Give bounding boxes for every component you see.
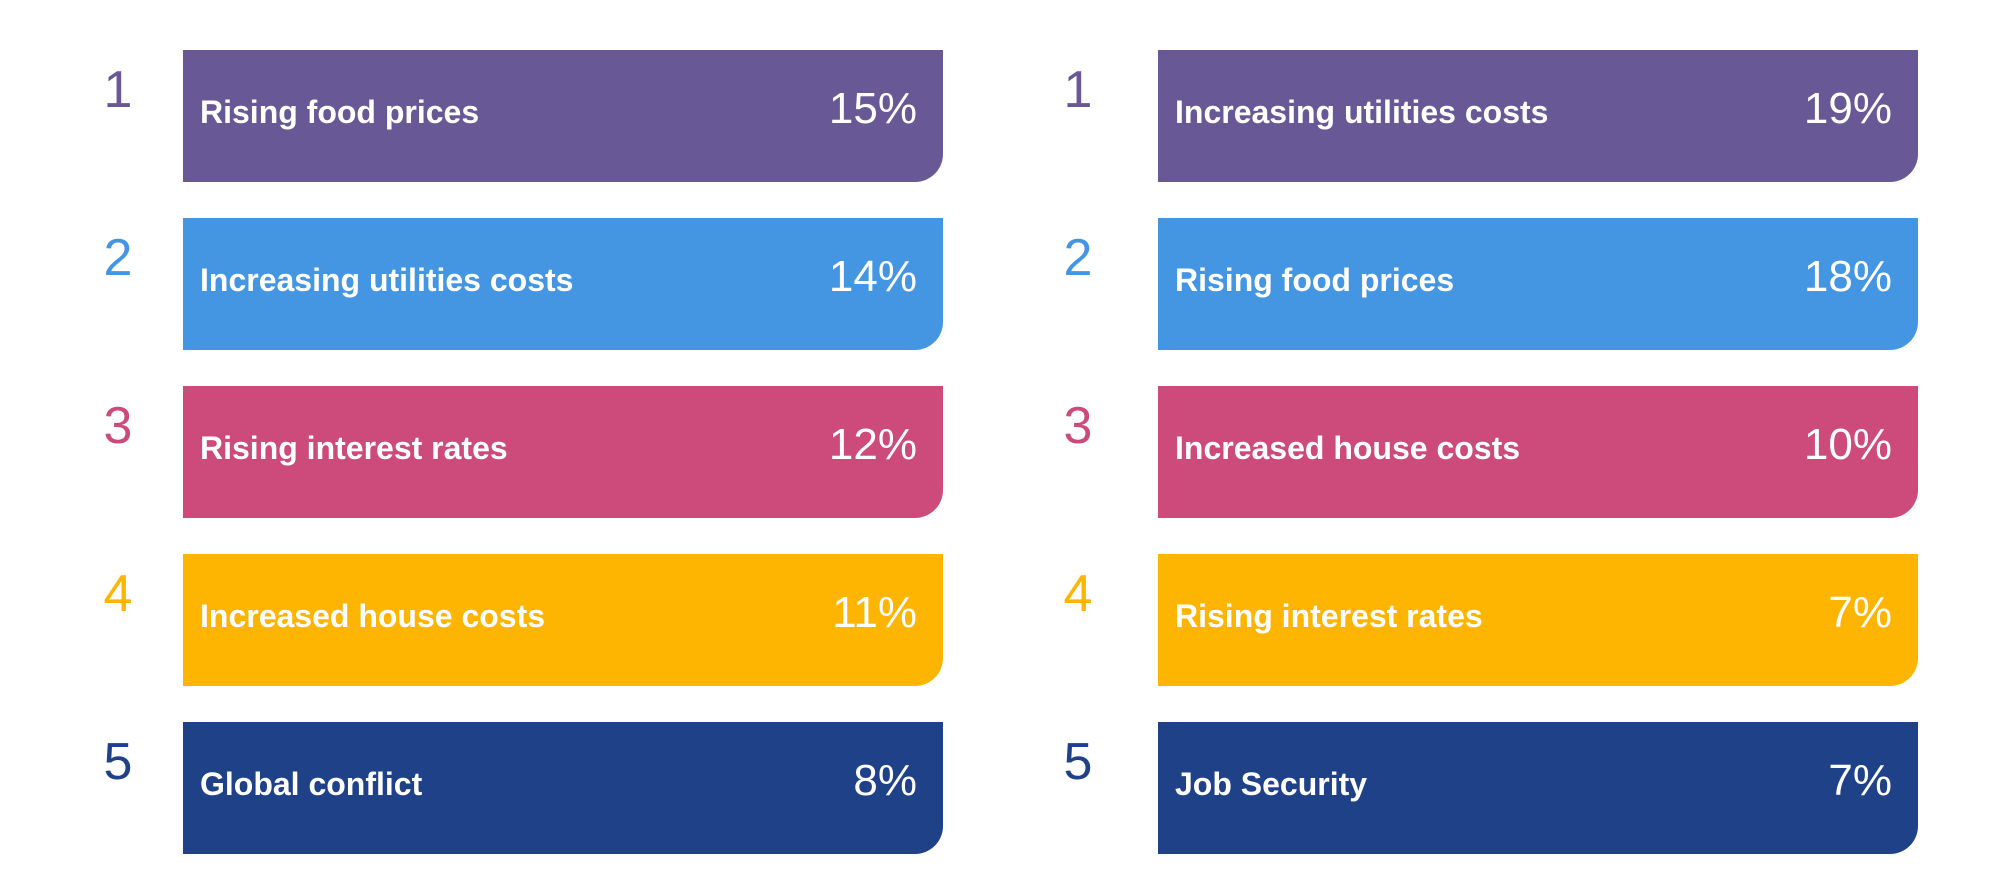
- ranking-label: Increasing utilities costs: [200, 261, 574, 298]
- rank-number: 2: [1063, 229, 1093, 287]
- ranking-bar: Rising food prices 15%: [183, 50, 943, 182]
- ranking-label: Global conflict: [200, 765, 423, 802]
- ranking-value: 11%: [832, 588, 917, 637]
- ranking-label: Increasing utilities costs: [1175, 93, 1549, 130]
- ranking-value: 14%: [828, 252, 917, 301]
- rank-number: 4: [1063, 565, 1093, 623]
- ranking-bar: Increasing utilities costs 14%: [183, 218, 943, 350]
- rank-number: 5: [1063, 733, 1093, 791]
- ranking-value: 10%: [1803, 420, 1892, 469]
- ranking-bar: Rising food prices 18%: [1158, 218, 1918, 350]
- ranking-bar: Rising interest rates 12%: [183, 386, 943, 518]
- rank-number: 3: [103, 397, 133, 455]
- rank-number: 4: [103, 565, 133, 623]
- rank-number: 2: [103, 229, 133, 287]
- ranking-value: 18%: [1803, 252, 1892, 301]
- ranking-value: 12%: [828, 420, 917, 469]
- ranking-bar: Job Security 7%: [1158, 722, 1918, 854]
- ranking-label: Increased house costs: [200, 597, 546, 634]
- ranking-value: 19%: [1803, 84, 1892, 133]
- ranking-label: Job Security: [1175, 765, 1368, 802]
- ranking-label: Rising food prices: [200, 93, 480, 130]
- ranking-bar: Increased house costs 10%: [1158, 386, 1918, 518]
- ranking-bar: Increased house costs 11%: [183, 554, 943, 686]
- rank-number: 1: [103, 61, 133, 119]
- ranking-label: Rising food prices: [1175, 261, 1455, 298]
- rank-number: 1: [1063, 61, 1093, 119]
- ranking-bar: Global conflict 8%: [183, 722, 943, 854]
- rank-number: 3: [1063, 397, 1093, 455]
- ranking-bar: Rising interest rates 7%: [1158, 554, 1918, 686]
- ranking-label: Increased house costs: [1175, 429, 1521, 466]
- ranking-value: 15%: [828, 84, 917, 133]
- ranking-label: Rising interest rates: [200, 429, 508, 466]
- ranking-value: 7%: [1828, 588, 1892, 637]
- ranking-value: 7%: [1828, 756, 1892, 805]
- ranking-label: Rising interest rates: [1175, 597, 1483, 634]
- ranking-bar: Increasing utilities costs 19%: [1158, 50, 1918, 182]
- rank-number: 5: [103, 733, 133, 791]
- ranking-value: 8%: [853, 756, 917, 805]
